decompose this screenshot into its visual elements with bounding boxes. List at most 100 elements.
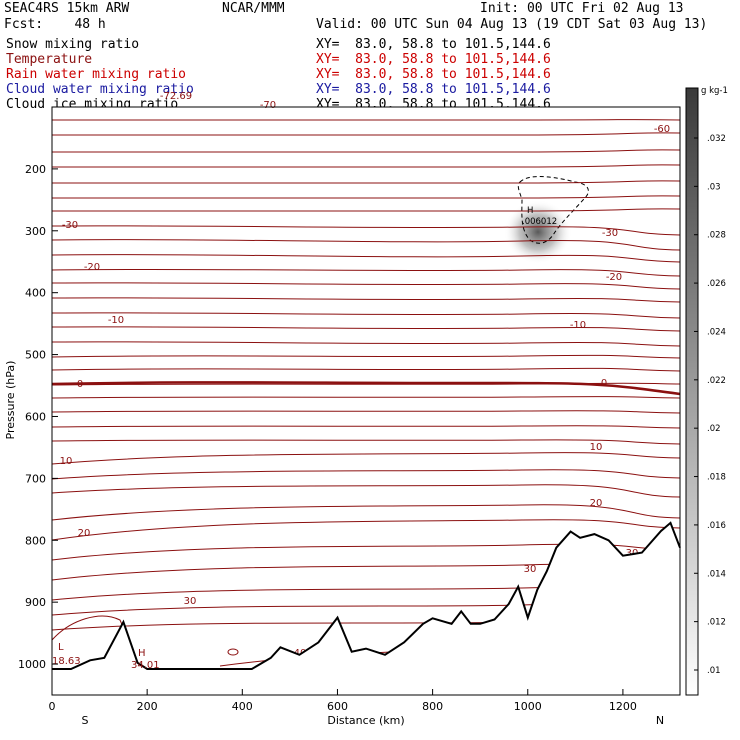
colorbar-tick-label: .026	[707, 279, 726, 289]
isotherm-5	[51, 195, 681, 199]
y-tick-label: 300	[25, 225, 46, 238]
isotherm-label: -30	[602, 228, 618, 239]
snow-mixing-shade	[504, 200, 572, 264]
isotherm-28	[51, 543, 681, 561]
isotherm-15	[51, 341, 681, 347]
plot-frame	[51, 106, 681, 696]
isotherm-label: -20	[84, 262, 100, 273]
valid-time: Valid: 00 UTC Sun 04 Aug 13 (19 CDT Sat …	[316, 17, 708, 32]
isotherm-label: 0	[77, 379, 83, 390]
colorbar-tick-label: .03	[707, 182, 721, 192]
forecast-hour: Fcst: 48 h	[4, 17, 106, 32]
isotherm-10	[51, 268, 681, 277]
isotherm-label: 10	[590, 442, 603, 453]
isotherm-label: -30	[62, 220, 78, 231]
y-tick-label: 200	[25, 163, 46, 176]
small-closed-contour	[227, 648, 239, 656]
model-title: SEAC4RS 15km ARW	[4, 1, 130, 16]
isotherm-label: 20	[78, 528, 91, 539]
isotherm-7	[51, 225, 681, 236]
legend-temperature-xy: XY= 83.0, 58.8 to 101.5,144.6	[316, 52, 551, 67]
x-tick-label: 0	[49, 700, 56, 713]
x-tick-label: 400	[232, 700, 253, 713]
colorbar-tick-label: .032	[707, 134, 726, 144]
isotherm-11	[51, 282, 681, 290]
isotherm-label: -70	[260, 100, 276, 111]
colorbar-tick-label: .012	[707, 618, 726, 628]
y-tick-label: 800	[25, 534, 46, 547]
x-tick-label: 600	[327, 700, 348, 713]
isotherm-22	[51, 439, 681, 445]
isotherm-label: 20	[590, 498, 603, 509]
y-tick-label: 900	[25, 596, 46, 609]
legend-rain-xy: XY= 83.0, 58.8 to 101.5,144.6	[316, 67, 551, 82]
legend-temperature: Temperature	[6, 52, 93, 67]
legend-cloud-water: Cloud water mixing ratio	[6, 82, 194, 97]
plot-area: -70 -72.69 -60 -30 -30 -20 -20 -10 -10 0 0 10 10 20 20…	[4, 91, 681, 727]
colorbar-tick-label: .022	[707, 376, 726, 386]
isotherm-17	[51, 367, 681, 372]
y-tick-label: 500	[25, 349, 46, 362]
isotherm-2	[51, 149, 681, 153]
isotherm-label: -60	[654, 124, 670, 135]
isotherm-label: 0	[601, 378, 607, 389]
x-tick-label: 800	[422, 700, 443, 713]
x-tick-label: 1000	[514, 700, 542, 713]
colorbar-tick-label: .028	[707, 231, 726, 241]
isotherm-13	[51, 312, 681, 319]
init-time: Init: 00 UTC Fri 02 Aug 13	[480, 1, 684, 16]
legend-cloud-water-xy: XY= 83.0, 58.8 to 101.5,144.6	[316, 82, 551, 97]
high-marker: H	[138, 648, 146, 659]
isotherm-16	[51, 354, 681, 359]
legend-rain: Rain water mixing ratio	[6, 67, 187, 82]
x-end-label-north: N	[656, 714, 664, 727]
isotherm-19	[51, 396, 681, 399]
max-marker: H	[527, 206, 533, 216]
max-value: .006012	[522, 217, 557, 227]
isotherm-3	[52, 164, 681, 168]
isotherm-label: -10	[570, 320, 586, 331]
y-tick-label: 700	[25, 472, 46, 485]
isotherm-9	[51, 254, 681, 263]
x-tick-label: 200	[137, 700, 158, 713]
isotherm-26	[51, 504, 681, 521]
x-axis-title: Distance (km)	[327, 714, 404, 727]
isotherm-label: -72.69	[160, 91, 192, 102]
isotherm-label: -20	[606, 272, 622, 283]
isotherm-24	[51, 469, 681, 480]
colorbar-tick-label: .01	[707, 666, 721, 676]
colorbar-tick-label: .018	[707, 473, 726, 483]
y-tick-label: 600	[25, 410, 46, 423]
y-tick-label: 400	[25, 287, 46, 300]
colorbar-tick-label: .016	[707, 521, 726, 531]
colorbar-unit: g kg-1	[701, 86, 728, 96]
isotherm-8	[51, 239, 681, 251]
colorbar: .032 .03 .028 .026 .024 .022 .02 .018 .016 .014 .0…	[685, 86, 728, 696]
legend-snow-xy: XY= 83.0, 58.8 to 101.5,144.6	[316, 37, 551, 52]
isotherm-23	[51, 452, 681, 465]
legend-snow: Snow mixing ratio	[6, 37, 140, 52]
terrain-fill	[52, 522, 680, 695]
isotherm-1	[52, 132, 681, 136]
isotherm-label: -10	[108, 315, 124, 326]
isotherm-21	[51, 425, 681, 429]
low-marker: L	[58, 642, 64, 653]
isotherm-14	[51, 326, 681, 332]
isotherm-25	[51, 484, 681, 498]
colorbar-tick-label: .02	[707, 424, 721, 434]
low-value: 18.63	[52, 656, 81, 667]
colorbar-scale	[685, 87, 699, 696]
terrain-line	[52, 521, 681, 670]
isotherm-label: 10	[60, 456, 73, 467]
colorbar-tick-label: .024	[707, 327, 726, 337]
cloud-ice-contour	[517, 176, 589, 244]
isotherm-12	[51, 297, 681, 303]
isotherm-label: 30	[184, 596, 197, 607]
y-axis-title: Pressure (hPa)	[4, 361, 17, 440]
isotherm-4	[52, 180, 681, 184]
high-value: 34.01	[131, 660, 160, 671]
org-label: NCAR/MMM	[222, 1, 285, 16]
x-tick-label: 1200	[609, 700, 637, 713]
x-end-label-south: S	[82, 714, 89, 727]
